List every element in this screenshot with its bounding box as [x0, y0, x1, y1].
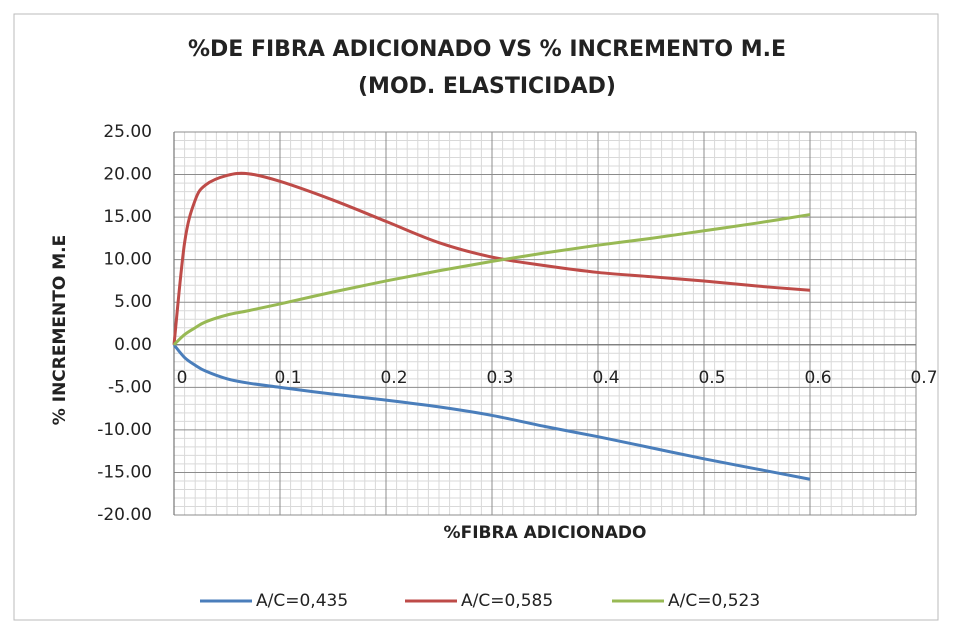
y-tick-label: 20.00 [103, 165, 152, 185]
legend-label: A/C=0,523 [668, 591, 760, 611]
y-tick-label: 25.00 [103, 122, 152, 142]
x-tick-label: 0.6 [804, 368, 831, 388]
x-tick-label: 0.4 [592, 368, 619, 388]
x-tick-label: 0 [177, 368, 188, 388]
y-tick-label: -5.00 [108, 377, 152, 397]
legend-label: A/C=0,435 [256, 591, 348, 611]
y-tick-label: 5.00 [114, 292, 152, 312]
chart-title: %DE FIBRA ADICIONADO VS % INCREMENTO M.E [188, 37, 786, 62]
x-tick-label: 0.2 [380, 368, 407, 388]
legend-label: A/C=0,585 [461, 591, 553, 611]
x-tick-label: 0.1 [274, 368, 301, 388]
y-tick-label: -15.00 [97, 462, 152, 482]
series-line [172, 171, 811, 345]
y-tick-label: -10.00 [97, 420, 152, 440]
y-tick-label: -20.00 [97, 505, 152, 525]
series-line [172, 343, 811, 481]
x-tick-label: 0.5 [698, 368, 725, 388]
y-tick-label: 0.00 [114, 335, 152, 355]
chart-title: (MOD. ELASTICIDAD) [358, 74, 616, 99]
x-tick-label: 0.3 [486, 368, 513, 388]
y-tick-label: 15.00 [103, 207, 152, 227]
series-line [172, 213, 811, 346]
y-tick-label: 10.00 [103, 250, 152, 270]
x-axis-label: %FIBRA ADICIONADO [444, 523, 647, 543]
y-axis-label: % INCREMENTO M.E [50, 235, 70, 425]
chart-border [13, 13, 939, 621]
x-tick-label: 0.7 [910, 368, 937, 388]
